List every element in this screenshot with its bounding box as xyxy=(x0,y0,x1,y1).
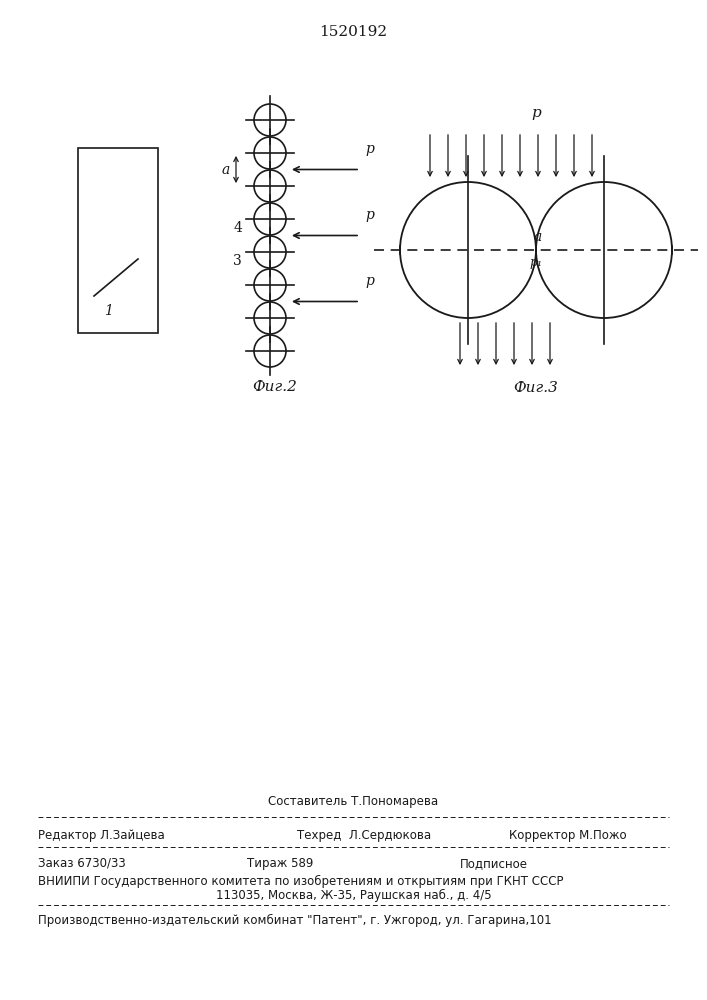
Text: p₁: p₁ xyxy=(530,256,542,269)
Circle shape xyxy=(400,182,536,318)
Text: 113035, Москва, Ж-35, Раушская наб., д. 4/5: 113035, Москва, Ж-35, Раушская наб., д. … xyxy=(216,889,491,902)
Text: a: a xyxy=(534,230,542,244)
Text: Корректор М.Пожо: Корректор М.Пожо xyxy=(509,829,626,842)
Text: Техред  Л.Сердюкова: Техред Л.Сердюкова xyxy=(297,829,431,842)
Text: ВНИИПИ Государственного комитета по изобретениям и открытиям при ГКНТ СССР: ВНИИПИ Государственного комитета по изоб… xyxy=(38,875,563,888)
Text: a: a xyxy=(222,162,230,176)
Circle shape xyxy=(536,182,672,318)
Text: Подписное: Подписное xyxy=(460,857,527,870)
Text: p: p xyxy=(531,106,541,120)
Text: Составитель Т.Пономарева: Составитель Т.Пономарева xyxy=(269,795,438,808)
Text: 1: 1 xyxy=(104,304,113,318)
Text: p: p xyxy=(365,208,374,222)
Text: p: p xyxy=(365,273,374,288)
Text: p: p xyxy=(365,141,374,155)
Text: 1520192: 1520192 xyxy=(320,25,387,39)
Text: Фиг.2: Фиг.2 xyxy=(252,380,298,394)
Text: 4: 4 xyxy=(233,221,242,235)
Text: Заказ 6730/33: Заказ 6730/33 xyxy=(38,857,126,870)
Bar xyxy=(78,148,158,333)
Text: Фиг.3: Фиг.3 xyxy=(513,381,559,395)
Text: Производственно-издательский комбинат "Патент", г. Ужгород, ул. Гагарина,101: Производственно-издательский комбинат "П… xyxy=(38,914,551,927)
Text: 3: 3 xyxy=(233,254,242,268)
Text: Тираж 589: Тираж 589 xyxy=(247,857,314,870)
Text: Редактор Л.Зайцева: Редактор Л.Зайцева xyxy=(38,829,165,842)
